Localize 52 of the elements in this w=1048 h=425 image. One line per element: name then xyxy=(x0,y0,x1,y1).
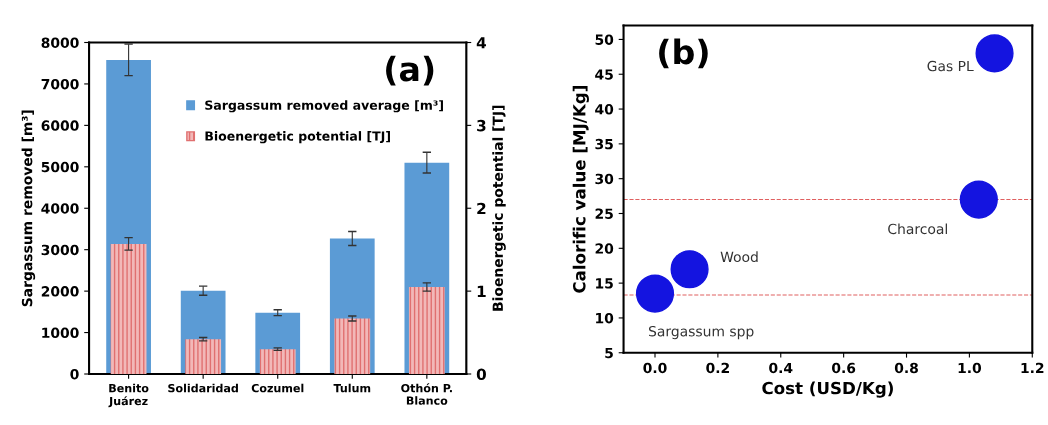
y-tick-label: 5 xyxy=(605,347,613,359)
x-tick-label: 0.0 xyxy=(643,362,667,374)
x-tick-label: Tulum xyxy=(333,383,371,393)
y-tick-label: 30 xyxy=(595,173,614,185)
y2-axis-title: Bioenergetic potential [TJ] xyxy=(492,105,506,311)
y2-tick-label: 3 xyxy=(477,119,486,132)
x-tick-label: 1.2 xyxy=(1021,362,1044,374)
y-tick-label: 5000 xyxy=(41,161,79,173)
annotation: (b) xyxy=(659,38,708,69)
y-tick-label: 0 xyxy=(70,368,79,380)
annotation: Wood xyxy=(720,251,758,263)
point xyxy=(635,274,675,313)
annotation: Sargassum spp xyxy=(648,325,754,340)
y-axis-title: Sargassum removed [m³] xyxy=(21,110,36,307)
y2-tick-label: 4 xyxy=(476,37,487,49)
y-tick-label: 6000 xyxy=(41,120,79,131)
y2-tick-label: 2 xyxy=(477,202,486,215)
y-tick-label: 8000 xyxy=(41,37,79,48)
legend-label: Bioenergetic potential [TJ] xyxy=(205,131,390,144)
y2-tick-label: 1 xyxy=(477,285,486,297)
y-tick-label: 4000 xyxy=(41,203,79,214)
y-tick-label: 20 xyxy=(595,243,614,254)
x-tick-label: Solidaridad xyxy=(168,383,238,393)
point xyxy=(670,250,709,289)
y-axis-title: Calorific value [MJ/Kg] xyxy=(572,86,589,293)
x-tick-label: 0.8 xyxy=(894,362,918,374)
x-tick-label: 0.6 xyxy=(832,362,856,374)
annotation: Charcoal xyxy=(888,223,947,235)
y-tick-label: 35 xyxy=(595,138,613,150)
y2-tick-label: 0 xyxy=(476,368,486,381)
x-tick-label: Benito Juárez xyxy=(108,383,149,408)
y-tick-label: 1000 xyxy=(42,327,79,339)
point xyxy=(959,180,998,219)
y-tick-label: 15 xyxy=(596,278,613,289)
y-tick-label: 50 xyxy=(595,34,614,45)
x-tick-label: 0.2 xyxy=(706,362,729,374)
x-tick-label: Cozumel xyxy=(251,383,304,393)
x-tick-label: Othón P. Blanco xyxy=(401,383,452,405)
legend-label: Sargassum removed average [m³] xyxy=(205,100,443,113)
x-tick-label: 1.0 xyxy=(958,362,982,374)
y-tick-label: 2000 xyxy=(41,286,79,297)
x-tick-label: 0.4 xyxy=(769,362,793,374)
y-tick-label: 25 xyxy=(595,208,613,219)
y-tick-label: 45 xyxy=(595,69,613,80)
annotation: Gas PL xyxy=(927,60,974,72)
y-tick-label: 10 xyxy=(596,312,614,324)
annotation: (a) xyxy=(386,55,434,86)
y-tick-label: 7000 xyxy=(41,78,79,90)
x-axis-title: Cost (USD/Kg) xyxy=(762,381,893,398)
point xyxy=(975,34,1014,73)
y-tick-label: 3000 xyxy=(41,244,79,256)
y-tick-label: 40 xyxy=(595,104,614,115)
